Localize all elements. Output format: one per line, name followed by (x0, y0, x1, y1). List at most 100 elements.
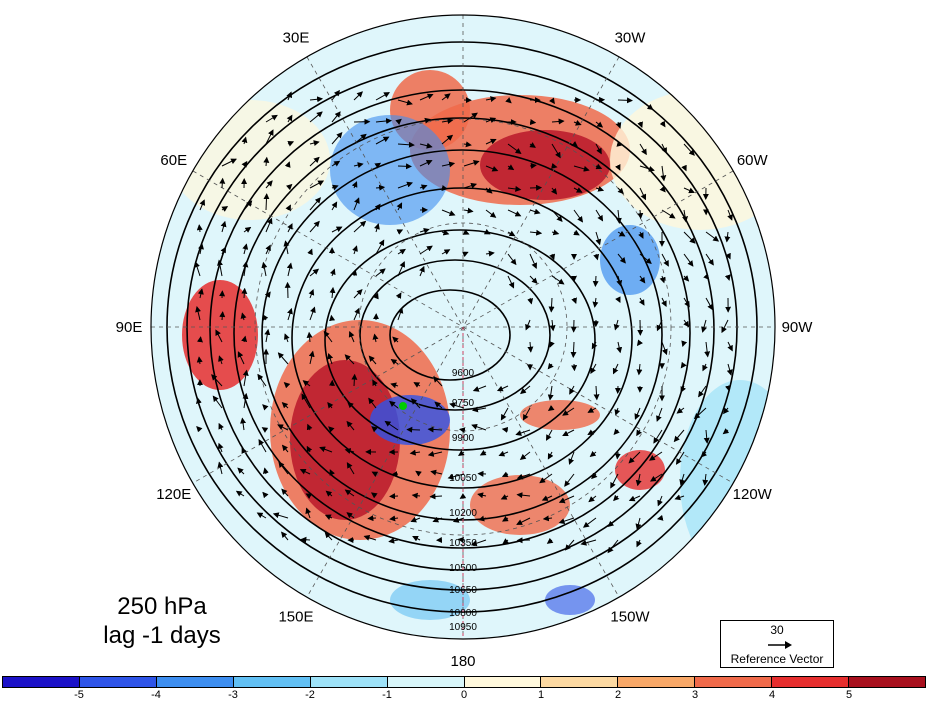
wind-arrow (485, 117, 497, 123)
wind-arrow (286, 114, 293, 123)
contour-label: 10050 (449, 473, 477, 484)
wind-arrow (500, 407, 509, 421)
wind-arrow (241, 335, 248, 343)
wind-arrow (375, 239, 385, 255)
wind-arrow (529, 162, 537, 169)
wind-arrow (419, 117, 431, 124)
wind-arrow (305, 507, 312, 519)
wind-arrow (683, 187, 695, 194)
wind-arrow (614, 164, 621, 171)
wind-arrow (375, 184, 386, 191)
wind-arrow (427, 451, 443, 457)
wind-arrow (351, 373, 358, 387)
wind-arrow (659, 120, 666, 128)
wind-arrow (472, 385, 487, 392)
wind-arrow (592, 297, 599, 308)
wind-arrow (595, 163, 603, 170)
wind-arrow (215, 329, 223, 343)
longitude-label: 180 (450, 653, 475, 670)
wind-arrow (595, 231, 602, 246)
title-lag: lag -1 days (103, 622, 221, 649)
colorbar-segment (3, 677, 80, 687)
wind-arrow (241, 447, 248, 454)
wind-arrow (353, 289, 363, 299)
wind-arrow (529, 119, 537, 126)
wind-arrow (607, 539, 619, 554)
wind-arrow (375, 118, 393, 125)
wind-arrow (700, 451, 708, 458)
wind-arrow (331, 111, 341, 123)
wind-arrow (613, 428, 620, 436)
wind-arrow (419, 159, 433, 167)
wind-arrow (261, 427, 269, 433)
wind-arrow (724, 231, 731, 243)
globe-outline (150, 14, 776, 640)
wind-arrow (353, 133, 367, 145)
wind-arrow (634, 407, 641, 420)
wind-arrow (515, 429, 531, 436)
wind-arrow (612, 363, 619, 375)
wind-arrow (221, 158, 237, 167)
wind-arrow (441, 118, 454, 125)
wind-arrow (551, 209, 563, 223)
reference-magnitude: 30 (770, 623, 784, 637)
colorbar-segment (464, 677, 542, 687)
colorbar (2, 676, 926, 688)
wind-arrow (587, 407, 597, 413)
wind-arrow (485, 96, 497, 103)
colorbar-tick-label: -2 (305, 689, 315, 701)
wind-arrow (588, 495, 597, 503)
wind-arrow (195, 397, 202, 409)
wind-arrow (529, 229, 543, 236)
colorbar-tick-label: -4 (151, 689, 161, 701)
colorbar-segment (849, 677, 926, 687)
wind-arrow (265, 129, 274, 145)
wind-arrow (591, 472, 598, 480)
wind-arrow (219, 177, 226, 189)
reference-arrow-icon (768, 641, 792, 649)
wind-arrow (430, 469, 443, 476)
wind-arrow (286, 262, 293, 277)
wind-arrow (558, 517, 575, 524)
wind-arrow (636, 429, 642, 437)
wind-arrow (721, 319, 729, 334)
wind-arrow (682, 209, 689, 223)
wind-arrow (529, 253, 537, 270)
wind-arrow (264, 328, 271, 343)
wind-arrow (615, 121, 622, 129)
wind-arrow (501, 426, 509, 433)
wind-arrow (287, 140, 295, 147)
colorbar-tick-label: -1 (382, 689, 392, 701)
wind-arrow (674, 494, 685, 501)
green-marker (399, 402, 407, 410)
wind-arrow (653, 429, 663, 444)
wind-arrow (470, 539, 487, 547)
longitude-label: 0 (459, 0, 467, 2)
wind-arrow (397, 99, 413, 106)
wind-arrow (547, 385, 554, 401)
wind-arrow (614, 407, 621, 416)
wind-arrow (278, 461, 289, 475)
wind-arrow (329, 286, 336, 299)
wind-arrow (347, 401, 355, 409)
wind-arrow (661, 297, 667, 307)
longitude-label: 90W (782, 319, 814, 336)
wind-arrow (607, 517, 619, 527)
wind-arrow (281, 402, 289, 409)
wind-arrow (679, 473, 686, 486)
reference-vector-box: 30 Reference Vector (720, 620, 834, 668)
wind-arrow (725, 252, 731, 260)
wind-arrow (590, 363, 597, 374)
wind-arrow (582, 517, 597, 528)
wind-arrow (309, 306, 316, 321)
wind-arrow (525, 319, 531, 331)
wind-arrow (637, 209, 644, 220)
wind-arrow (396, 202, 403, 211)
wind-arrow (264, 291, 271, 299)
wind-arrow (546, 537, 554, 544)
wind-arrow (676, 407, 685, 414)
wind-arrow (485, 250, 495, 257)
wind-arrow (351, 269, 358, 277)
wind-arrow (299, 468, 311, 475)
wind-arrow (573, 120, 582, 126)
